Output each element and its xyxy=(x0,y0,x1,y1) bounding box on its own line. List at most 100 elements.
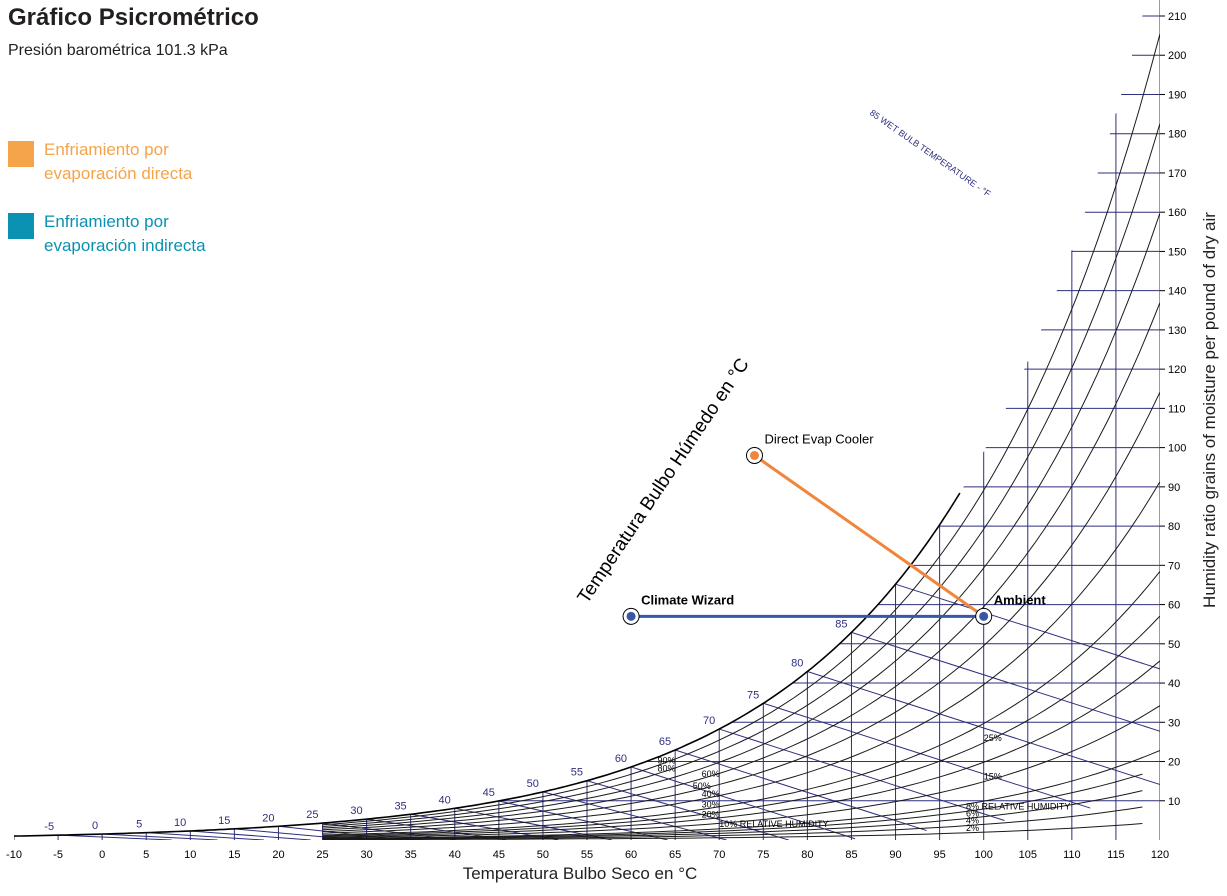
wet-bulb-saturation-label: 0 xyxy=(92,820,98,832)
y-tick-label: 50 xyxy=(1168,639,1180,651)
wet-bulb-saturation-label: 75 xyxy=(747,689,759,701)
wet-bulb-line xyxy=(454,807,612,840)
wet-bulb-saturation-label: 45 xyxy=(483,787,495,799)
x-tick-label: 5 xyxy=(143,849,149,861)
rh-label: 6% xyxy=(966,809,979,819)
rh-label: 4% xyxy=(966,816,979,826)
wet-bulb-line xyxy=(190,830,311,840)
y-tick-label: 200 xyxy=(1168,50,1186,62)
y-tick-label: 180 xyxy=(1168,129,1186,141)
saturation-line xyxy=(13,492,961,837)
wet-bulb-line xyxy=(586,780,789,840)
y-tick-label: 110 xyxy=(1168,403,1186,415)
x-tick-label: 15 xyxy=(228,849,240,861)
relative-humidity-curve xyxy=(322,773,1143,840)
rh-label: 25% xyxy=(984,733,1002,743)
wet-bulb-saturation-label: 15 xyxy=(218,815,230,827)
x-tick-label: 10 xyxy=(184,849,196,861)
y-tick-label: 170 xyxy=(1168,168,1186,180)
x-tick-label: 0 xyxy=(99,849,105,861)
relative-humidity-curve xyxy=(322,749,1160,839)
x-tick-label: 20 xyxy=(272,849,284,861)
wet-bulb-saturation-label: 30 xyxy=(350,805,362,817)
rh-label: 2% xyxy=(966,823,979,833)
relative-humidity-curve xyxy=(322,123,1160,827)
rh-label: 80% xyxy=(658,764,676,774)
wet-bulb-axis-label: Temperatura Bulbo Húmedo en °C xyxy=(574,355,754,608)
y-tick-label: 20 xyxy=(1168,757,1180,769)
x-tick-label: 35 xyxy=(405,849,417,861)
wet-bulb-saturation-label: 55 xyxy=(571,767,583,779)
x-tick-label: 70 xyxy=(713,849,725,861)
y-tick-label: 160 xyxy=(1168,207,1186,219)
state-point-label: Climate Wizard xyxy=(641,592,734,607)
state-point-label: Ambient xyxy=(994,592,1047,607)
saturation-curve xyxy=(13,492,961,837)
wet-bulb-saturation-label: 5 xyxy=(136,819,142,831)
wet-bulb-saturation-label: 20 xyxy=(262,812,274,824)
chart-title: Gráfico Psicrométrico xyxy=(8,4,259,31)
state-point xyxy=(979,611,989,621)
relative-humidity-curve xyxy=(322,790,1143,840)
x-tick-label: 40 xyxy=(449,849,461,861)
x-tick-label: 95 xyxy=(933,849,945,861)
state-point-label: Direct Evap Cooler xyxy=(764,431,874,446)
relative-humidity-curve xyxy=(322,212,1160,829)
chart-subtitle: Presión barométrica 101.3 kPa xyxy=(8,42,228,59)
x-axis-title: Temperatura Bulbo Seco en °C xyxy=(462,864,698,883)
state-point xyxy=(626,611,636,621)
y-axis-title: Humidity ratio grains of moisture per po… xyxy=(1200,212,1219,608)
x-tick-label: 120 xyxy=(1151,849,1169,861)
relative-humidity-curve xyxy=(322,615,1160,837)
x-tick-label: -10 xyxy=(6,849,22,861)
rh-label: 20% xyxy=(702,810,720,820)
y-tick-label: 70 xyxy=(1168,560,1180,572)
wet-bulb-saturation-label: 35 xyxy=(394,800,406,812)
state-point xyxy=(749,450,759,460)
wet-bulb-saturation-label: 85 xyxy=(835,618,847,630)
process-lines: Climate Wizard Ambient Direct Evap Cooler xyxy=(622,431,1047,625)
rh-label: 15% xyxy=(984,772,1002,782)
y-tick-label: 80 xyxy=(1168,521,1180,533)
rh-label: 60% xyxy=(702,769,720,779)
wet-bulb-line xyxy=(807,671,1160,794)
legend-label-indirect: Enfriamiento por evaporación indirecta xyxy=(44,212,206,255)
y-tick-label: 190 xyxy=(1168,89,1186,101)
wet-bulb-line xyxy=(58,834,172,840)
wet-bulb-saturation-label: 60 xyxy=(615,753,627,765)
relative-humidity-curve xyxy=(322,823,1143,840)
rh-label: 10% RELATIVE HUMIDITY xyxy=(719,819,828,829)
x-tick-label: 60 xyxy=(625,849,637,861)
relative-humidity-curve xyxy=(322,660,1160,838)
relative-humidity-curve xyxy=(322,33,1160,826)
wet-bulb-saturation-label: 70 xyxy=(703,715,715,727)
rh-label: 40% xyxy=(702,789,720,799)
y-tick-label: 40 xyxy=(1168,678,1180,690)
relative-humidity-curve xyxy=(322,570,1160,836)
x-tick-label: 115 xyxy=(1107,849,1125,861)
x-tick-label: 75 xyxy=(757,849,769,861)
relative-humidity-curve xyxy=(322,705,1160,838)
x-tick-label: 25 xyxy=(316,849,328,861)
y-tick-label: 10 xyxy=(1168,796,1180,808)
y-tick-label: 100 xyxy=(1168,443,1186,455)
wet-bulb-saturation-label: 25 xyxy=(306,809,318,821)
x-tick-label: 55 xyxy=(581,849,593,861)
wet-bulb-line xyxy=(146,832,264,840)
legend-swatch-direct xyxy=(8,141,34,167)
y-tick-label: 140 xyxy=(1168,286,1186,298)
wet-bulb-saturation-label: 40 xyxy=(439,794,451,806)
legend-swatch-indirect xyxy=(8,213,34,239)
wet-bulb-saturation-label: 80 xyxy=(791,658,803,670)
y-tick-label: 130 xyxy=(1168,325,1186,337)
x-tick-label: 65 xyxy=(669,849,681,861)
x-tick-label: 30 xyxy=(360,849,372,861)
x-tick-label: 80 xyxy=(801,849,813,861)
legend-label-direct: Enfriamiento por evaporación directa xyxy=(44,140,193,183)
x-tick-label: 50 xyxy=(537,849,549,861)
y-tick-label: 30 xyxy=(1168,717,1180,729)
wet-bulb-line xyxy=(851,631,1160,775)
y-tick-label: 150 xyxy=(1168,246,1186,258)
x-tick-label: -5 xyxy=(53,849,63,861)
